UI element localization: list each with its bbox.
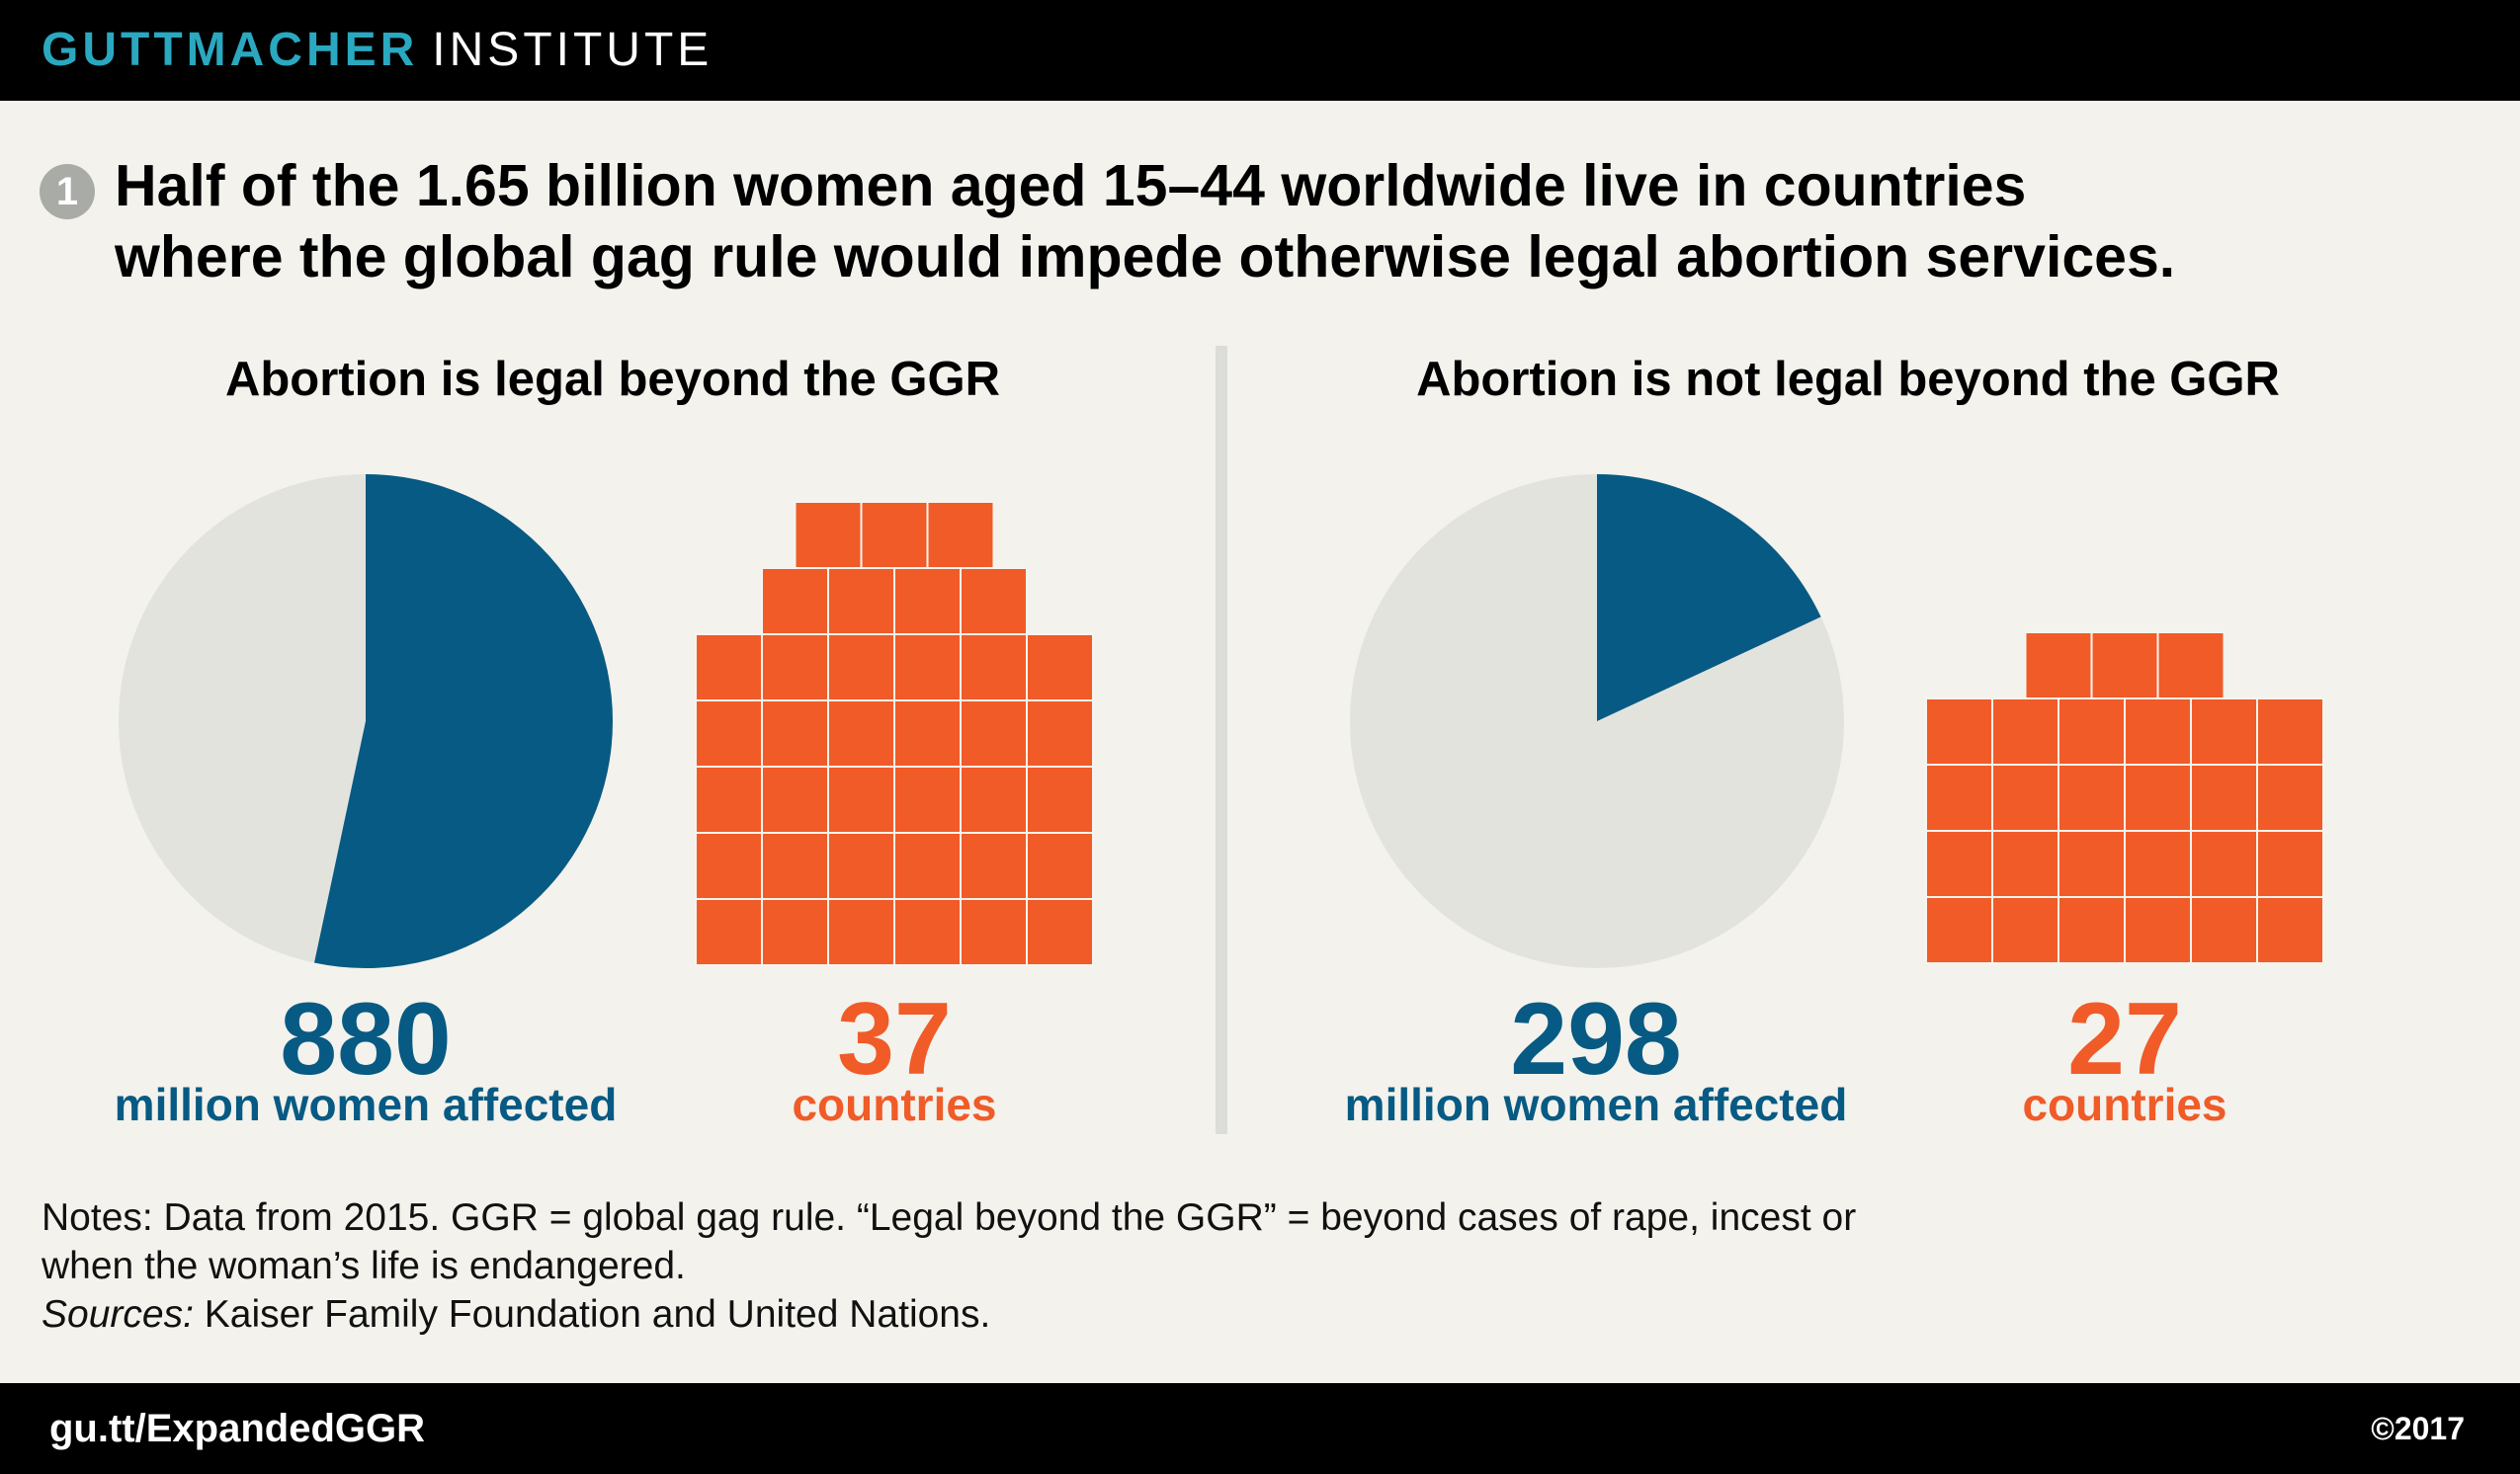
brand-secondary: INSTITUTE — [432, 24, 714, 76]
country-square — [2256, 697, 2324, 766]
panel-title-legal: Abortion is legal beyond the GGR — [224, 353, 1001, 406]
footer-url[interactable]: gu.tt/ExpandedGGR — [49, 1406, 425, 1450]
countries-label-not-legal: countries — [2022, 1079, 2227, 1130]
sources-line: Sources: Kaiser Family Foundation and Un… — [42, 1290, 2314, 1339]
country-square — [860, 501, 929, 569]
countries-label-legal: countries — [792, 1079, 997, 1130]
country-square — [1026, 898, 1094, 966]
country-square — [1991, 830, 2059, 898]
women-affected-label-not-legal: million women affected — [1344, 1079, 1848, 1130]
country-square — [695, 832, 763, 900]
country-square — [960, 766, 1028, 834]
country-square — [2124, 697, 2192, 766]
country-square — [2058, 764, 2126, 832]
country-square — [1991, 697, 2059, 766]
country-square — [2256, 830, 2324, 898]
country-square — [827, 766, 895, 834]
country-square — [893, 766, 962, 834]
women-affected-value-not-legal: 298 — [1510, 982, 1682, 1097]
country-square — [893, 699, 962, 768]
country-square — [893, 567, 962, 635]
country-square — [761, 766, 829, 834]
footer-copyright: ©2017 — [2371, 1410, 2465, 1446]
notes: Notes: Data from 2015. GGR = global gag … — [42, 1193, 2314, 1339]
sources-label: Sources: — [42, 1293, 194, 1336]
country-square — [1026, 766, 1094, 834]
country-square — [1925, 697, 1993, 766]
pie-slice-affected-1 — [1597, 474, 1821, 721]
brand-primary: GUTTMACHER — [42, 24, 419, 76]
country-square — [2190, 764, 2258, 832]
country-square — [960, 633, 1028, 701]
women-affected-value-legal: 880 — [280, 982, 452, 1097]
country-square — [827, 699, 895, 768]
country-square — [695, 699, 763, 768]
country-square — [2058, 697, 2126, 766]
country-square — [761, 898, 829, 966]
women-affected-label-legal: million women affected — [114, 1079, 618, 1130]
country-square — [827, 832, 895, 900]
country-square — [2124, 896, 2192, 964]
guttmacher-logo: GUTTMACHER INSTITUTE — [42, 27, 713, 74]
country-square — [2190, 697, 2258, 766]
country-square — [960, 832, 1028, 900]
country-square — [2024, 631, 2093, 699]
headline-line-1: Half of the 1.65 billion women aged 15–4… — [115, 153, 2027, 218]
country-square — [1991, 764, 2059, 832]
sources-text: Kaiser Family Foundation and United Nati… — [193, 1293, 991, 1336]
country-square — [2124, 764, 2192, 832]
country-square — [1026, 633, 1094, 701]
country-square — [2156, 631, 2226, 699]
notes-line-1: Notes: Data from 2015. GGR = global gag … — [42, 1196, 1857, 1239]
headline: 1 Half of the 1.65 billion women aged 15… — [40, 150, 2490, 292]
country-square — [2058, 896, 2126, 964]
country-square — [2256, 896, 2324, 964]
headline-line-2: where the global gag rule would impede o… — [115, 224, 2176, 289]
pie-slice-affected-0 — [314, 474, 613, 968]
country-square — [1991, 896, 2059, 964]
country-square — [761, 567, 829, 635]
country-square — [1925, 896, 1993, 964]
country-square — [761, 633, 829, 701]
country-square — [761, 832, 829, 900]
countries-value-legal: 37 — [837, 982, 952, 1097]
country-square — [794, 501, 863, 569]
country-square — [695, 766, 763, 834]
country-square — [926, 501, 995, 569]
country-square — [695, 633, 763, 701]
headline-text: Half of the 1.65 billion women aged 15–4… — [115, 150, 2175, 292]
country-square — [960, 699, 1028, 768]
country-square — [1026, 832, 1094, 900]
panel-divider — [1216, 346, 1227, 1134]
headline-number-badge: 1 — [40, 164, 95, 219]
country-square — [827, 633, 895, 701]
country-square — [1925, 830, 1993, 898]
country-square — [960, 567, 1028, 635]
country-square — [2090, 631, 2159, 699]
country-square — [893, 832, 962, 900]
countries-value-not-legal: 27 — [2067, 982, 2182, 1097]
footer-bar: gu.tt/ExpandedGGR ©2017 — [0, 1383, 2520, 1474]
country-square — [827, 567, 895, 635]
header-bar: GUTTMACHER INSTITUTE — [0, 0, 2520, 101]
country-square — [761, 699, 829, 768]
country-square — [2058, 830, 2126, 898]
country-square — [695, 898, 763, 966]
notes-line-2: when the woman’s life is endangered. — [42, 1245, 686, 1287]
country-square — [893, 633, 962, 701]
country-square — [1925, 764, 1993, 832]
country-square — [1026, 699, 1094, 768]
country-square — [2190, 830, 2258, 898]
country-square — [827, 898, 895, 966]
country-square — [2124, 830, 2192, 898]
country-square — [2190, 896, 2258, 964]
panel-title-not-legal: Abortion is not legal beyond the GGR — [1416, 353, 2280, 406]
country-square — [2256, 764, 2324, 832]
country-square — [893, 898, 962, 966]
country-square — [960, 898, 1028, 966]
